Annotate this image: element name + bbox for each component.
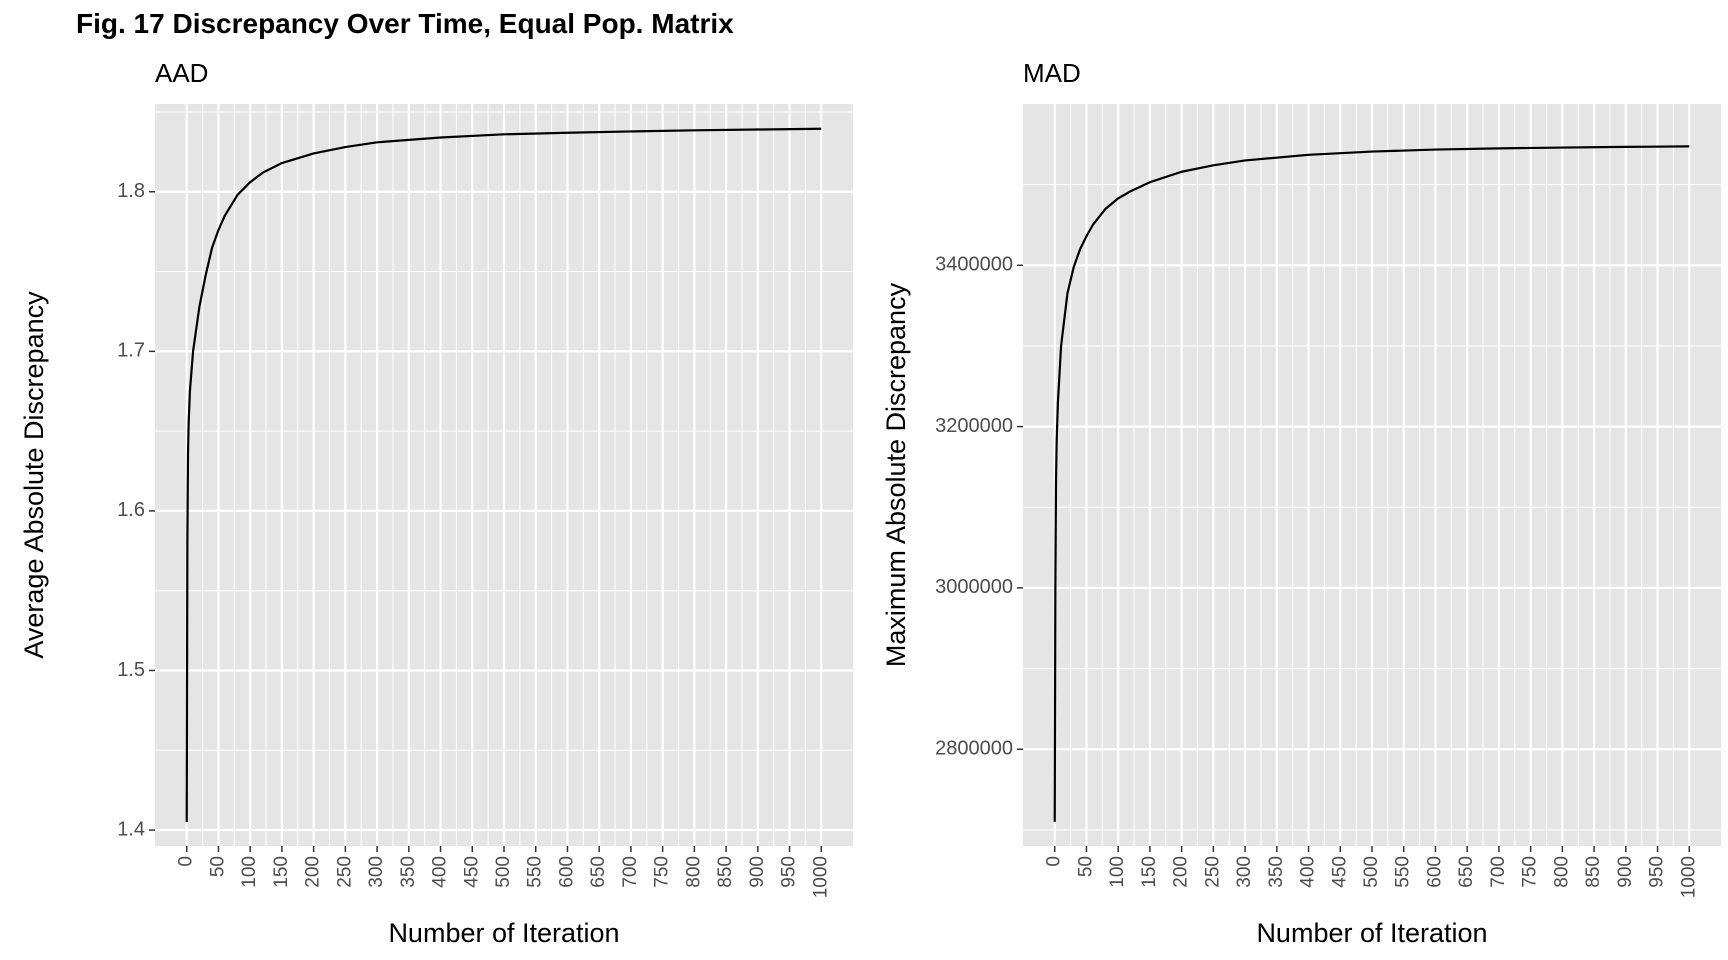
x-tick-label: 50 bbox=[207, 856, 228, 877]
x-tick-label: 100 bbox=[239, 856, 260, 888]
x-axis-label: Number of Iteration bbox=[388, 918, 619, 948]
y-tick-label: 3400000 bbox=[935, 254, 1013, 276]
x-tick-label: 650 bbox=[588, 856, 609, 888]
y-tick-label: 3200000 bbox=[935, 415, 1013, 437]
x-tick-label: 100 bbox=[1107, 856, 1128, 888]
y-tick-label: 1.4 bbox=[117, 818, 145, 840]
y-tick-label: 1.5 bbox=[117, 659, 145, 681]
x-tick-label: 200 bbox=[1171, 856, 1192, 888]
x-tick-label: 800 bbox=[1551, 856, 1572, 888]
panel-title: AAD bbox=[155, 58, 208, 88]
x-tick-label: 900 bbox=[747, 856, 768, 888]
series-line bbox=[1053, 145, 1690, 822]
x-tick-label: 600 bbox=[1424, 856, 1445, 888]
x-tick-label: 800 bbox=[683, 856, 704, 888]
x-tick-label: 950 bbox=[779, 856, 800, 888]
x-tick-label: 550 bbox=[525, 856, 546, 888]
y-tick-label: 3000000 bbox=[935, 576, 1013, 598]
x-tick-label: 0 bbox=[1044, 856, 1065, 867]
x-tick-label: 400 bbox=[430, 856, 451, 888]
x-tick-label: 400 bbox=[1298, 856, 1319, 888]
panel-title: MAD bbox=[1023, 58, 1081, 88]
x-tick-label: 350 bbox=[1266, 856, 1287, 888]
x-tick-label: 550 bbox=[1393, 856, 1414, 888]
x-tick-label: 500 bbox=[1361, 856, 1382, 888]
x-tick-label: 300 bbox=[1234, 856, 1255, 888]
x-tick-label: 1000 bbox=[810, 856, 831, 898]
series-line bbox=[185, 127, 822, 823]
x-tick-label: 700 bbox=[620, 856, 641, 888]
x-tick-label: 250 bbox=[1202, 856, 1223, 888]
y-tick-label: 1.8 bbox=[117, 180, 145, 202]
x-tick-label: 150 bbox=[271, 856, 292, 888]
y-tick-label: 1.7 bbox=[117, 340, 145, 362]
x-tick-label: 750 bbox=[652, 856, 673, 888]
x-tick-label: 200 bbox=[303, 856, 324, 888]
x-axis-label: Number of Iteration bbox=[1256, 918, 1487, 948]
x-tick-label: 750 bbox=[1520, 856, 1541, 888]
y-tick-label: 1.6 bbox=[117, 499, 145, 521]
x-tick-label: 300 bbox=[366, 856, 387, 888]
x-tick-label: 0 bbox=[176, 856, 197, 867]
x-tick-label: 950 bbox=[1647, 856, 1668, 888]
x-tick-label: 50 bbox=[1075, 856, 1096, 877]
y-tick-label: 2800000 bbox=[935, 737, 1013, 759]
x-tick-label: 250 bbox=[334, 856, 355, 888]
x-tick-label: 1000 bbox=[1678, 856, 1699, 898]
chart-panel-2: 0 50 100 150 200 250 300 350 400 450 500 550 600 650 7… bbox=[881, 58, 1721, 948]
y-axis-label: Maximum Absolute Discrepancy bbox=[881, 282, 911, 667]
x-tick-label: 900 bbox=[1615, 856, 1636, 888]
chart-panel-1: 0 50 100 150 200 250 300 350 400 450 500 550 600 650 7… bbox=[19, 58, 853, 948]
x-tick-label: 450 bbox=[461, 856, 482, 888]
x-tick-label: 500 bbox=[493, 856, 514, 888]
x-tick-label: 850 bbox=[715, 856, 736, 888]
x-tick-label: 850 bbox=[1583, 856, 1604, 888]
y-axis-label: Average Absolute Discrepancy bbox=[19, 291, 49, 659]
x-tick-label: 450 bbox=[1329, 856, 1350, 888]
x-tick-label: 350 bbox=[398, 856, 419, 888]
x-tick-label: 600 bbox=[556, 856, 577, 888]
x-tick-label: 700 bbox=[1488, 856, 1509, 888]
figure-title: Fig. 17 Discrepancy Over Time, Equal Pop… bbox=[76, 8, 734, 39]
x-tick-label: 150 bbox=[1139, 856, 1160, 888]
x-tick-label: 650 bbox=[1456, 856, 1477, 888]
